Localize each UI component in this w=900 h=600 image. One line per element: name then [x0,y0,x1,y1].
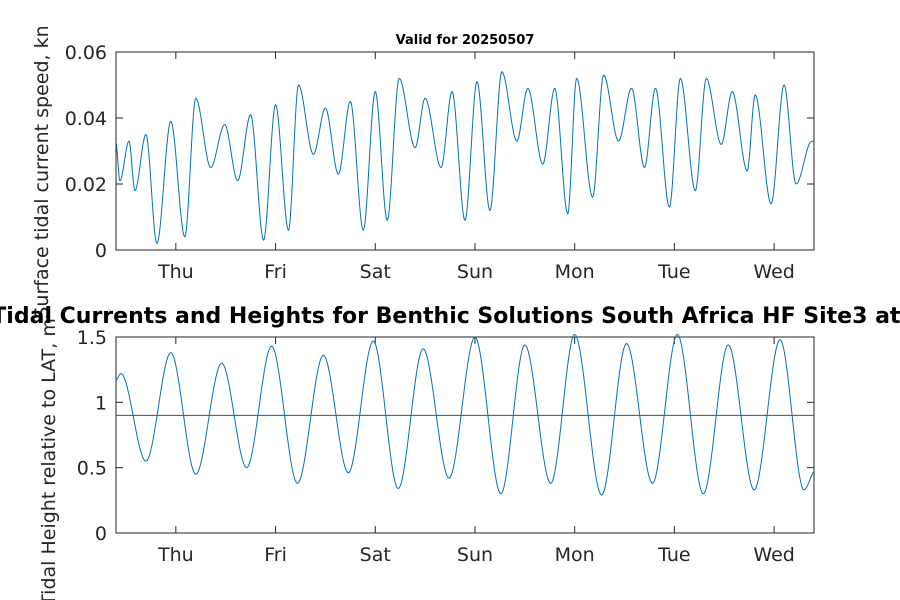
tidal-height-ytick-label: 1.5 [77,327,107,349]
tidal-height-y-axis-label: Tidal Height relative to LAT, m [38,318,60,600]
current-speed-ticks: 0 0.02 0.04 0.06 Thu Fri Sat Sun Mon Tue Wed [65,42,814,283]
tidal-height-series-line [115,333,815,496]
current-speed-ytick-label: 0.02 [65,174,107,196]
current-speed-xtick-label: Sat [360,261,391,283]
tidal-height-ticks: 0 0.5 1 1.5 Thu Fri Sat Sun Mon Tue Wed [77,327,814,566]
current-speed-xtick-label: Mon [555,261,595,283]
tidal-height-panel: Tidal Height relative to LAT, m 0 0.5 1 1.5… [38,318,815,600]
tidal-height-xtick-label: Fri [264,544,287,566]
tidal-height-axes-box [115,336,815,534]
tidal-height-xtick-label: Mon [555,544,595,566]
current-speed-panel: Valid for 20250507 Surface tidal current… [31,25,815,319]
current-speed-xtick-label: Wed [753,261,794,283]
tidal-height-xtick-label: Tue [657,544,690,566]
tidal-height-ytick-label: 1 [95,392,107,414]
current-speed-ytick-label: 0 [95,240,107,262]
figure-title: Tidal Currents and Heights for Benthic S… [0,304,900,329]
tidal-height-ytick-label: 0 [95,523,107,545]
current-speed-xtick-label: Sun [457,261,493,283]
current-speed-xtick-label: Thu [157,261,194,283]
tidal-height-xtick-label: Sun [457,544,493,566]
current-speed-xtick-label: Fri [264,261,287,283]
tidal-height-xtick-label: Thu [157,544,194,566]
current-speed-series-line [115,71,815,245]
current-speed-xtick-label: Tue [657,261,690,283]
current-speed-axes-box [115,51,815,251]
tidal-height-xtick-label: Sat [360,544,391,566]
current-speed-ytick-label: 0.06 [65,42,107,64]
current-speed-ytick-label: 0.04 [65,108,107,130]
tidal-height-ytick-label: 0.5 [77,458,107,480]
tidal-height-xtick-label: Wed [753,544,794,566]
current-speed-y-axis-label: Surface tidal current speed, kn [31,25,53,318]
current-speed-chart-title: Valid for 20250507 [396,33,535,48]
